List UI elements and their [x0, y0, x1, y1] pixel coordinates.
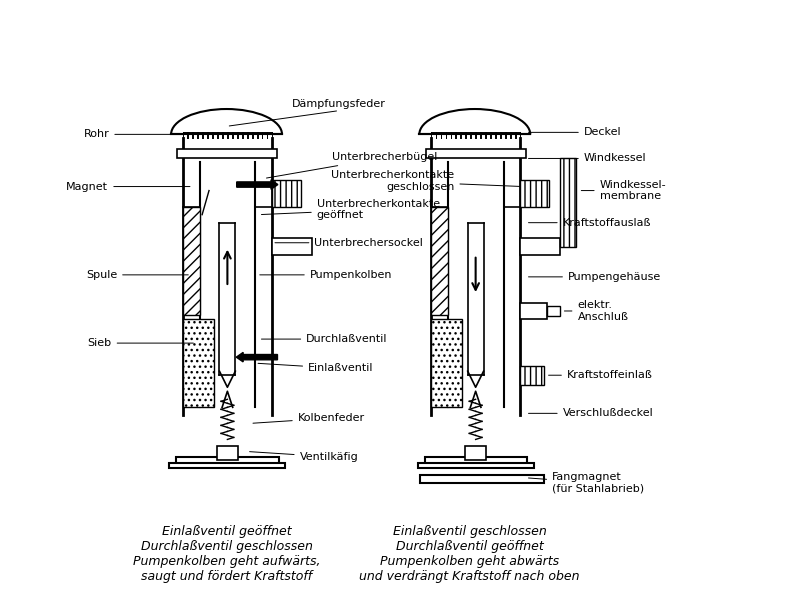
- Bar: [272, 238, 312, 255]
- Text: Einlaßventil: Einlaßventil: [258, 364, 374, 373]
- FancyArrow shape: [237, 180, 278, 189]
- Bar: [431, 319, 462, 407]
- Text: Kolbenfeder: Kolbenfeder: [253, 413, 365, 423]
- Text: Fangmagnet
(für Stahlabrieb): Fangmagnet (für Stahlabrieb): [529, 472, 644, 494]
- Bar: [182, 206, 199, 315]
- Text: Spule: Spule: [86, 270, 188, 280]
- Text: Windkessel: Windkessel: [529, 154, 646, 163]
- Text: Kraftstoffauslaß: Kraftstoffauslaß: [529, 218, 651, 227]
- Bar: [521, 238, 560, 255]
- Bar: [426, 149, 526, 158]
- Bar: [465, 446, 486, 460]
- Bar: [272, 180, 302, 206]
- Text: Magnet: Magnet: [66, 182, 190, 191]
- Text: Unterbrecherkontakte
geöffnet: Unterbrecherkontakte geöffnet: [262, 199, 440, 220]
- Text: Kraftstoffeinlaß: Kraftstoffeinlaß: [549, 370, 653, 380]
- Bar: [170, 463, 286, 468]
- Text: Pumpengehäuse: Pumpengehäuse: [529, 272, 662, 282]
- Text: Deckel: Deckel: [529, 127, 622, 137]
- Text: Einlaßventil geöffnet
Durchlaßventil geschlossen
Pumpenkolben geht aufwärts,
sau: Einlaßventil geöffnet Durchlaßventil ges…: [133, 524, 320, 583]
- Bar: [176, 457, 278, 464]
- Bar: [425, 457, 526, 464]
- Text: Durchlaßventil: Durchlaßventil: [262, 334, 388, 344]
- Text: Unterbrecherkontakte
geschlossen: Unterbrecherkontakte geschlossen: [331, 170, 520, 192]
- Bar: [521, 180, 550, 206]
- Bar: [420, 475, 544, 482]
- Text: Pumpenkolben: Pumpenkolben: [260, 270, 392, 280]
- Text: elektr.
Anschluß: elektr. Anschluß: [564, 300, 629, 322]
- Text: Einlaßventil geschlossen
Durchlaßventil geöffnet
Pumpenkolben geht abwärts
und v: Einlaßventil geschlossen Durchlaßventil …: [359, 524, 580, 583]
- FancyArrow shape: [236, 352, 278, 362]
- Bar: [521, 366, 544, 385]
- Bar: [560, 158, 576, 247]
- Text: Dämpfungsfeder: Dämpfungsfeder: [292, 99, 386, 109]
- Bar: [217, 446, 238, 460]
- Bar: [178, 149, 278, 158]
- Bar: [547, 306, 560, 316]
- Text: Sieb: Sieb: [87, 338, 194, 348]
- Bar: [418, 463, 534, 468]
- Bar: [431, 206, 448, 315]
- Bar: [182, 319, 214, 407]
- Text: Ventilkäfig: Ventilkäfig: [250, 452, 358, 462]
- Text: Verschlußdeckel: Verschlußdeckel: [529, 409, 654, 418]
- Text: Unterbrechersockel: Unterbrechersockel: [275, 238, 423, 248]
- Bar: [521, 303, 547, 319]
- Text: Windkessel-
membrane: Windkessel- membrane: [582, 180, 666, 202]
- Text: Unterbrecherbügel: Unterbrecherbügel: [266, 152, 438, 178]
- Text: Rohr: Rohr: [83, 130, 207, 139]
